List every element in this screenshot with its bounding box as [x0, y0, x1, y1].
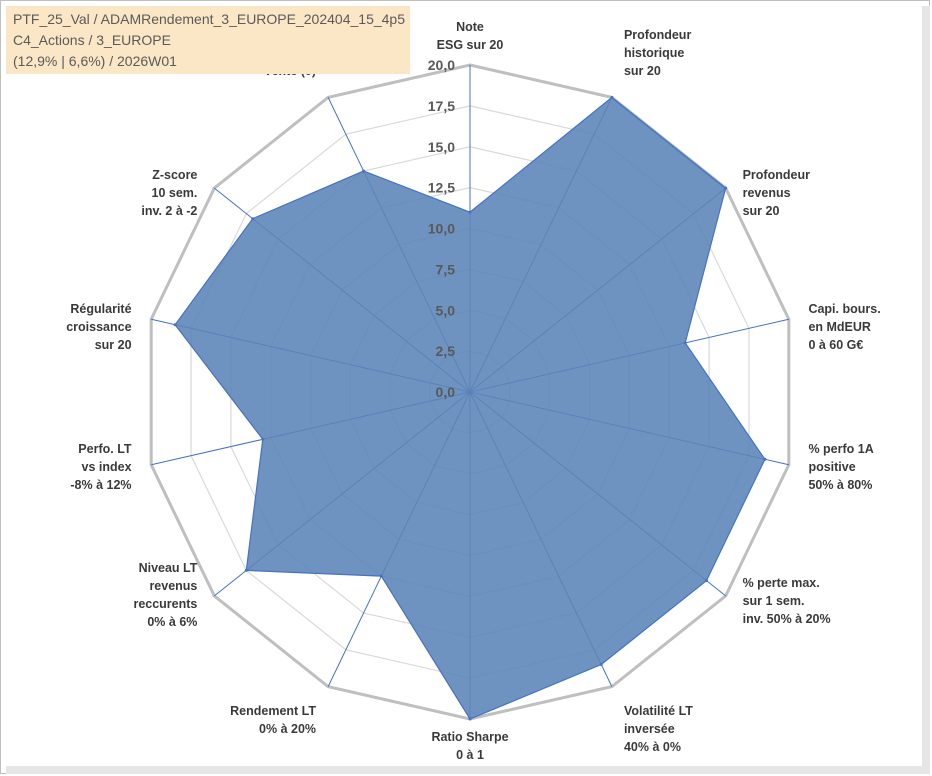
- chart-title-box: PTF_25_Val / ADAMRendement_3_EUROPE_2024…: [6, 6, 410, 74]
- data-point: [683, 341, 687, 345]
- axis-label-line: historique: [624, 46, 684, 60]
- tick-label: 17,5: [428, 98, 455, 114]
- axis-label-line: revenus: [149, 579, 197, 593]
- axis-label: Z-score 10 sem. inv. 2 à -2: [141, 168, 197, 218]
- axis-label: Perfo. LT vs index -8% à 12%: [70, 442, 132, 492]
- axis-label-line: sur 20: [95, 338, 132, 352]
- data-point: [261, 437, 265, 441]
- axis-label-line: croissance: [66, 320, 131, 334]
- data-point: [173, 323, 177, 327]
- data-point: [379, 574, 383, 578]
- title-line-2: C4_Actions / 3_EUROPE: [13, 32, 171, 48]
- data-point: [599, 663, 603, 667]
- axis-label-line: % perfo 1A: [808, 442, 873, 456]
- title-line-3: (12,9% | 6,6%) / 2026W01: [13, 53, 177, 69]
- data-point: [704, 579, 708, 583]
- axis-label-line: 50% à 80%: [808, 478, 872, 492]
- data-point: [251, 217, 255, 221]
- axis-label: Note ESG sur 20: [437, 20, 504, 52]
- axis-label-line: Profondeur: [743, 168, 810, 182]
- axis-label-line: Z-score: [152, 168, 197, 182]
- axis-label-line: Niveau LT: [139, 561, 198, 575]
- data-point: [763, 457, 767, 461]
- data-point: [244, 568, 248, 572]
- axis-label-line: inversée: [624, 722, 675, 736]
- axis-label-line: sur 1 sem.: [743, 594, 805, 608]
- tick-label: 10,0: [428, 221, 455, 237]
- axis-label-line: inv. 2 à -2: [141, 204, 197, 218]
- frame-shadow-right: [922, 6, 930, 772]
- axis-label-line: 40% à 0%: [624, 740, 681, 754]
- tick-label: 7,5: [436, 261, 456, 277]
- axis-label: % perte max. sur 1 sem. inv. 50% à 20%: [743, 576, 831, 626]
- axis-label-line: revenus: [743, 186, 791, 200]
- axis-label: Volatilité LT inversée 40% à 0%: [624, 704, 693, 754]
- axis-label-line: 0 à 60 G€: [808, 338, 863, 352]
- tick-label: 0,0: [436, 384, 456, 400]
- data-point: [724, 186, 728, 190]
- axis-label-line: 0% à 20%: [259, 722, 316, 736]
- axis-label-line: 10 sem.: [152, 186, 198, 200]
- axis-label-line: 0% à 6%: [147, 615, 197, 629]
- axis-label-line: % perte max.: [743, 576, 820, 590]
- axis-label-line: positive: [808, 460, 855, 474]
- axis-label-line: -8% à 12%: [70, 478, 131, 492]
- axis-label: Niveau LT revenus reccurents 0% à 6%: [133, 561, 197, 629]
- data-point: [468, 210, 472, 214]
- tick-label: 12,5: [428, 180, 455, 196]
- axis-label-line: Régularité: [70, 302, 131, 316]
- axis-label: Capi. bours. en MdEUR 0 à 60 G€: [808, 302, 880, 352]
- axis-label: Régularité croissance sur 20: [66, 302, 131, 352]
- axis-label: Profondeur historique sur 20: [624, 28, 691, 78]
- tick-label: 5,0: [436, 302, 456, 318]
- tick-label: 15,0: [428, 139, 455, 155]
- axis-label: % perfo 1A positive 50% à 80%: [808, 442, 873, 492]
- axis-label-line: Ratio Sharpe: [431, 730, 508, 744]
- data-point: [362, 169, 366, 173]
- axis-label-line: Capi. bours.: [808, 302, 880, 316]
- axis-label-line: Perfo. LT: [78, 442, 132, 456]
- axis-label: Profondeur revenus sur 20: [743, 168, 810, 218]
- axis-label-line: ESG sur 20: [437, 38, 504, 52]
- axis-label: Ratio Sharpe 0 à 1: [431, 730, 508, 762]
- axis-label-line: 0 à 1: [456, 748, 484, 762]
- data-point: [610, 95, 614, 99]
- axis-label-line: Profondeur: [624, 28, 691, 42]
- axis-label-line: sur 20: [743, 204, 780, 218]
- tick-label: 2,5: [436, 343, 456, 359]
- axis-label-line: en MdEUR: [808, 320, 871, 334]
- axis-label: Rendement LT 0% à 20%: [230, 704, 316, 736]
- axis-label-line: sur 20: [624, 64, 661, 78]
- frame-shadow-bottom: [6, 766, 930, 774]
- axis-label-line: Note: [456, 20, 484, 34]
- axis-label-line: reccurents: [133, 597, 197, 611]
- axis-label-line: inv. 50% à 20%: [743, 612, 831, 626]
- tick-label: 20,0: [428, 57, 455, 73]
- title-line-1: PTF_25_Val / ADAMRendement_3_EUROPE_2024…: [13, 11, 405, 27]
- axis-label-line: Volatilité LT: [624, 704, 693, 718]
- data-point: [468, 717, 472, 721]
- axis-label-line: vs index: [82, 460, 132, 474]
- axis-label-line: Rendement LT: [230, 704, 316, 718]
